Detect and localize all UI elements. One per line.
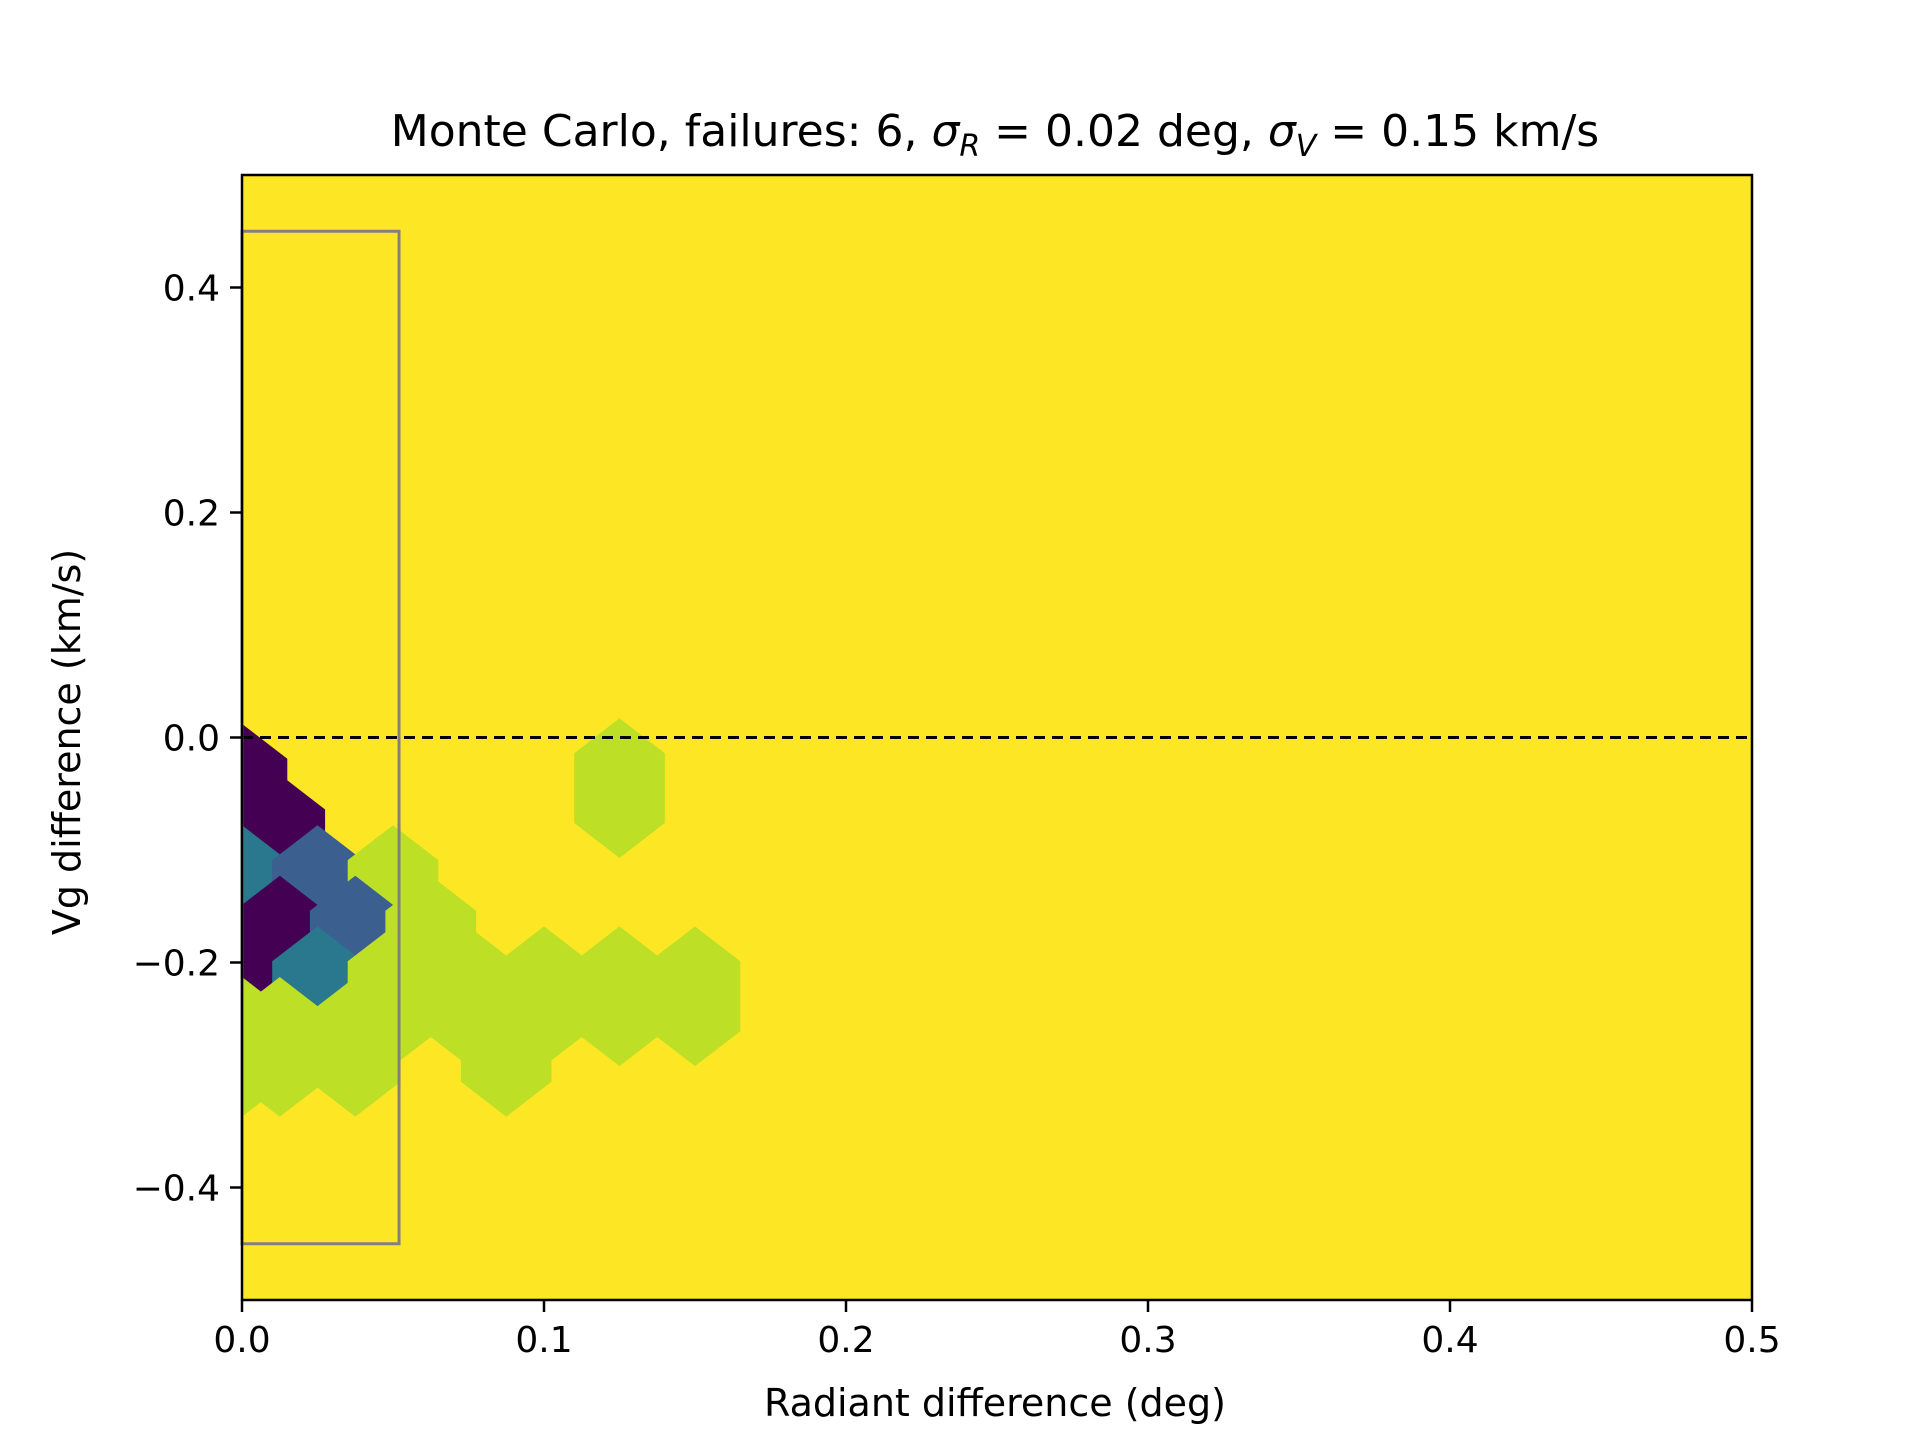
y-axis: −0.4 −0.2 0.0 0.2 0.4 xyxy=(133,269,242,1210)
y-tick-label: −0.4 xyxy=(133,1169,220,1210)
hexbin-cell xyxy=(574,926,665,1067)
y-tick-label: 0.4 xyxy=(163,269,220,310)
y-tick-label: −0.2 xyxy=(133,944,220,985)
y-tick-label: 0.0 xyxy=(163,719,220,760)
hexbin-cell xyxy=(309,977,401,1117)
x-tick-label: 0.4 xyxy=(1421,1320,1478,1361)
hexbin-cell xyxy=(649,926,741,1067)
x-tick-label: 0.2 xyxy=(817,1320,874,1361)
chart-title: Monte Carlo, failures: 6, σR = 0.02 deg,… xyxy=(391,106,1599,164)
x-axis: 0.0 0.1 0.2 0.3 0.4 0.5 xyxy=(213,1300,1781,1361)
y-axis-label: Vg difference (km/s) xyxy=(45,549,89,935)
hexbin-cell xyxy=(574,718,665,858)
hexbin-cells xyxy=(242,718,741,1117)
x-tick-label: 0.5 xyxy=(1723,1320,1780,1361)
hexbin-cell xyxy=(460,977,552,1117)
x-tick-label: 0.3 xyxy=(1119,1320,1176,1361)
x-axis-label: Radiant difference (deg) xyxy=(764,1381,1226,1425)
hexbin-cell xyxy=(242,977,326,1117)
x-tick-label: 0.0 xyxy=(213,1320,270,1361)
x-tick-label: 0.1 xyxy=(515,1320,572,1361)
plot-area-background xyxy=(242,175,1752,1300)
y-tick-label: 0.2 xyxy=(163,494,220,535)
